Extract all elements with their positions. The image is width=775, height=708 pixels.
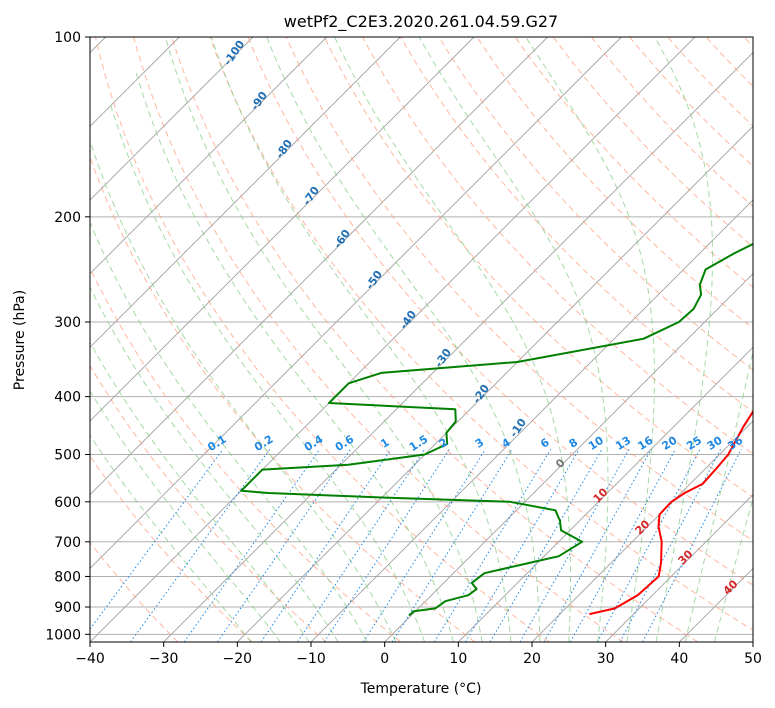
isotherm-line — [458, 346, 753, 642]
dry-adiabat-line — [476, 37, 753, 329]
mixing-ratio-line — [596, 449, 701, 642]
moist-adiabat-line — [714, 497, 753, 642]
isotherm-line — [90, 37, 327, 275]
isotherm-line — [90, 37, 475, 422]
dry-adiabat-line — [591, 37, 753, 207]
x-tick-label: 0 — [380, 651, 389, 667]
x-tick-label: −10 — [296, 651, 326, 667]
isotherm-line — [310, 199, 753, 642]
dry-adiabat-line — [95, 37, 550, 642]
moist-adiabat-line — [90, 138, 397, 642]
moist-adiabat-line — [110, 104, 426, 642]
background-lines — [90, 37, 753, 642]
x-tick-label: −40 — [75, 651, 105, 667]
mixing-ratio-line — [260, 449, 392, 642]
dewpoint-line — [240, 242, 753, 617]
dry-adiabat-line — [90, 155, 476, 642]
y-axis-label: Pressure (hPa) — [12, 290, 28, 390]
x-tick-label: 40 — [670, 651, 688, 667]
moist-adiabat-line — [164, 37, 483, 642]
moist-adiabat-line — [266, 37, 541, 642]
x-tick-label: 20 — [523, 651, 541, 667]
isotherm-line — [90, 37, 622, 569]
moist-adiabat-line — [90, 341, 310, 642]
chart-title: wetPf2_C2E3.2020.261.04.59.G27 — [284, 12, 558, 32]
mixing-ratio-line — [183, 449, 321, 642]
moist-adiabat-line — [135, 73, 454, 642]
mixing-ratio-line — [519, 449, 630, 642]
dry-adiabat-line — [552, 37, 753, 248]
dry-adiabat-line — [90, 364, 327, 642]
dry-adiabat-line — [171, 37, 699, 642]
isotherm-line — [90, 37, 696, 642]
x-tick-label: 50 — [744, 651, 762, 667]
dry-adiabat-line — [133, 37, 624, 642]
isotherm-line — [90, 37, 548, 496]
y-tick-label: 700 — [54, 535, 81, 551]
y-tick-label: 300 — [54, 315, 81, 331]
moist-adiabat-line — [210, 37, 512, 642]
y-tick-label: 1000 — [45, 627, 81, 643]
isotherm-line — [531, 420, 753, 642]
moist-adiabat-line — [90, 390, 281, 642]
isotherm-line — [237, 125, 753, 642]
dry-adiabat-line — [362, 37, 753, 455]
isotherm-line — [605, 494, 753, 642]
mixing-ratio-line — [543, 449, 652, 642]
moist-adiabat-line — [334, 37, 571, 642]
isotherm-line — [90, 37, 401, 348]
mixing-ratio-line — [489, 449, 603, 642]
axis-ticks: −40 −30 −20 −10 0 10 20 30 40 50 100 200 300 400 500 60… — [45, 30, 762, 667]
mixing-ratio-line — [433, 449, 552, 642]
x-tick-label: 10 — [449, 651, 467, 667]
y-tick-label: 800 — [54, 569, 81, 585]
isotherm-line — [384, 273, 753, 642]
moist-adiabat-line — [525, 37, 656, 642]
y-tick-label: 400 — [54, 390, 81, 406]
y-tick-label: 200 — [54, 210, 81, 226]
dry-adiabat-line — [400, 37, 753, 413]
dry-adiabat-line — [323, 37, 753, 498]
moist-adiabat-line — [90, 286, 339, 642]
x-tick-label: 30 — [597, 651, 615, 667]
moist-adiabat-line — [654, 37, 713, 642]
y-tick-label: 900 — [54, 600, 81, 616]
mixing-ratio-line — [216, 449, 351, 642]
mixing-ratio-line — [569, 449, 676, 642]
isotherm-line — [90, 37, 254, 201]
x-tick-label: −30 — [149, 651, 179, 667]
moist-adiabat-line — [418, 37, 609, 642]
mixing-ratio-line — [464, 449, 580, 642]
dry-adiabat-line — [247, 37, 753, 586]
y-tick-label: 100 — [54, 30, 81, 46]
mixing-ratio-line — [642, 449, 742, 642]
y-tick-label: 600 — [54, 495, 81, 511]
y-tick-label: 500 — [54, 448, 81, 464]
x-axis-label: Temperature (°C) — [360, 681, 482, 697]
x-tick-label: −20 — [223, 651, 253, 667]
dry-adiabat-line — [90, 267, 401, 642]
mixing-ratio-line — [391, 449, 513, 642]
dry-adiabat-line — [209, 37, 753, 631]
plot-frame — [89, 36, 754, 643]
mixing-ratio-line — [297, 449, 426, 642]
